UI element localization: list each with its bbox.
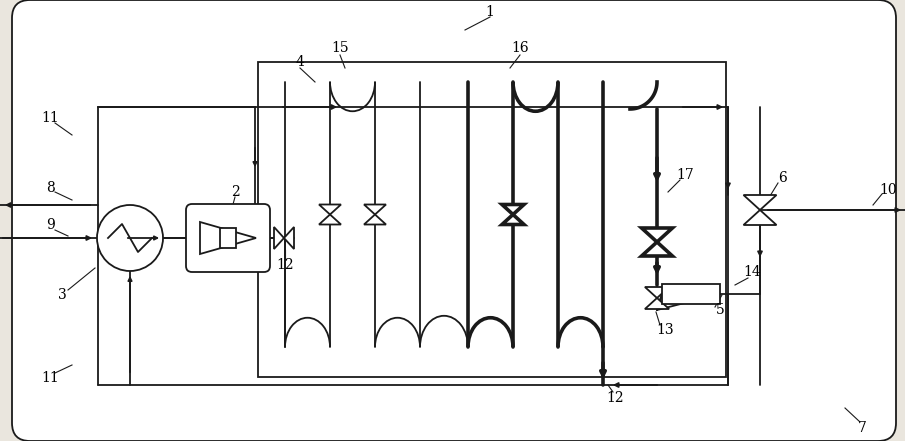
Text: 2: 2 bbox=[231, 185, 240, 199]
Text: 3: 3 bbox=[58, 288, 66, 302]
Polygon shape bbox=[645, 298, 669, 309]
Text: 12: 12 bbox=[276, 258, 294, 272]
FancyBboxPatch shape bbox=[186, 204, 270, 272]
Polygon shape bbox=[744, 210, 776, 225]
Text: 11: 11 bbox=[41, 111, 59, 125]
Text: 10: 10 bbox=[879, 183, 897, 197]
FancyBboxPatch shape bbox=[12, 0, 896, 441]
Text: 1: 1 bbox=[486, 5, 494, 19]
Text: 8: 8 bbox=[45, 181, 54, 195]
Polygon shape bbox=[502, 214, 524, 224]
Polygon shape bbox=[645, 287, 669, 298]
Text: 11: 11 bbox=[41, 371, 59, 385]
Polygon shape bbox=[642, 242, 672, 256]
Bar bbox=[662, 284, 720, 304]
Text: 6: 6 bbox=[777, 171, 786, 185]
Bar bbox=[258, 62, 726, 377]
Text: 14: 14 bbox=[743, 265, 761, 279]
Polygon shape bbox=[284, 227, 294, 249]
Polygon shape bbox=[319, 214, 341, 224]
Text: 4: 4 bbox=[296, 55, 304, 69]
Text: 7: 7 bbox=[858, 421, 866, 435]
Polygon shape bbox=[364, 214, 386, 224]
Bar bbox=[220, 228, 236, 248]
Polygon shape bbox=[744, 195, 776, 210]
Text: 17: 17 bbox=[676, 168, 694, 182]
Circle shape bbox=[97, 205, 163, 271]
Polygon shape bbox=[200, 222, 256, 254]
Text: 9: 9 bbox=[45, 218, 54, 232]
Polygon shape bbox=[642, 228, 672, 242]
Text: 13: 13 bbox=[656, 323, 674, 337]
Text: 16: 16 bbox=[511, 41, 529, 55]
Text: 5: 5 bbox=[716, 303, 724, 317]
Text: 12: 12 bbox=[606, 391, 624, 405]
Polygon shape bbox=[319, 205, 341, 214]
Polygon shape bbox=[364, 205, 386, 214]
Polygon shape bbox=[502, 205, 524, 214]
Polygon shape bbox=[274, 227, 284, 249]
Text: 15: 15 bbox=[331, 41, 348, 55]
